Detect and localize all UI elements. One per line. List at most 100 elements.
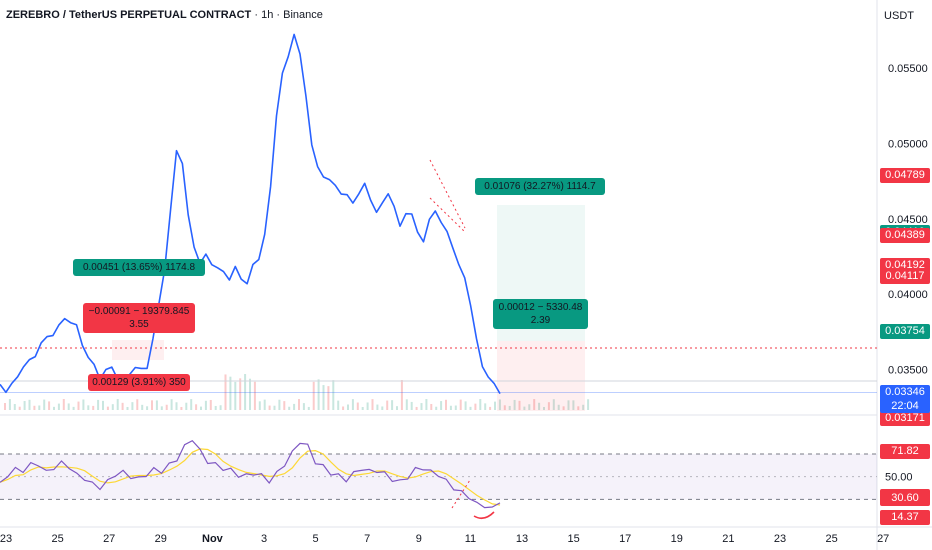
volume-bar [396,406,398,410]
price-tag: 0.04389 [880,227,930,243]
volume-bar [533,399,536,410]
volume-bar [498,399,501,410]
volume-bar [82,399,85,410]
volume-bar [185,402,188,410]
volume-bar [283,401,286,410]
position-label-text: 0.01076 (32.27%) 1114.7 [484,181,596,192]
position-label[interactable]: 0.00012 − 5330.48 2.39 [493,299,588,329]
volume-bar [43,399,46,410]
position-label[interactable]: 0.00129 (3.91%) 350 [88,374,190,391]
volume-bar [332,380,335,410]
rsi-trend-dotted [451,479,471,509]
volume-bar [577,406,580,410]
volume-bar [342,406,345,410]
volume-bar [557,404,560,410]
position-label-text: 0.00129 (3.91%) 350 [92,377,186,388]
position-label-text: −0.00091 − 19379.845 [88,306,190,317]
volume-bar [494,401,496,410]
price-tick-label: 0.04500 [888,214,928,226]
price-tag: 0.04192 [880,257,930,273]
rsi-tag: 14.37 [880,509,930,525]
rsi-tag: 71.82 [880,444,930,460]
volume-bar [72,406,75,410]
rsi-line [0,439,501,509]
volume-bar [351,399,354,410]
volume-bar [48,401,51,410]
volume-bar [111,404,114,410]
volume-bar [459,399,462,410]
volume-bar [386,400,389,410]
exchange-label: Binance [283,9,323,21]
volume-bar [141,404,144,410]
volume-bar [180,406,183,410]
volume-bar [371,399,374,410]
position-label-text: 0.00451 (13.65%) 1174.8 [82,262,196,273]
rsi-divergence-arc [473,511,495,520]
stop-zone [497,341,585,411]
current-price-tag-value: 0.03346 [885,385,925,398]
interval-label[interactable]: 1h [261,9,274,21]
volume-bar [190,399,193,410]
volume-bar [106,406,109,410]
stop-zone-left [112,340,164,360]
volume-bar [87,405,90,410]
separator-1: · [254,9,259,21]
volume-bar [102,400,104,410]
volume-bar [538,402,541,410]
volume-bar [224,374,227,410]
volume-bar [562,406,565,410]
volume-bar [239,378,242,410]
volume-bar [234,381,237,410]
volume-bar [126,406,129,410]
volume-bar [337,400,340,410]
volume-bar [435,406,438,410]
time-tick-label: 19 [671,533,683,545]
volume-bar [209,399,212,410]
time-tick-label: 27 [877,533,889,545]
time-tick-label: 15 [567,533,579,545]
price-line [0,33,501,395]
volume-bar [116,399,119,410]
volume-bar [200,406,202,410]
volume-bar [195,404,198,410]
volume-bar [13,404,16,410]
volume-bar [4,403,6,410]
volume-bar [410,401,413,410]
volume-bar [151,400,153,410]
volume-bar [503,405,506,410]
volume-bar [587,399,590,410]
price-tick-label: 0.03500 [888,364,928,376]
time-tick-label: 5 [313,533,319,545]
trendline-lower [429,197,466,233]
volume-bar [67,403,70,410]
volume-bar [244,374,247,410]
rsi-tick-label: 50.00 [885,472,913,484]
position-label[interactable]: 0.00451 (13.65%) 1174.8 [73,259,205,276]
volume-bar [23,401,26,410]
volume-bar [229,376,232,410]
chart-header: ZEREBRO / TetherUS PERPETUAL CONTRACT · … [6,9,323,21]
volume-bar [582,404,585,410]
volume-bar [298,399,300,410]
volume-bar [523,406,526,410]
position-label-ratio: 3.55 [129,319,149,330]
volume-bar [18,406,21,410]
volume-bar [57,403,60,410]
volume-bar [322,385,325,410]
time-tick-label: 25 [51,533,63,545]
time-tick-label: 23 [0,533,12,545]
volume-bar [253,381,256,410]
volume-bar [469,406,472,410]
volume-bar [405,399,408,410]
time-tick-label: 29 [155,533,167,545]
currency-unit[interactable]: USDT [884,10,914,22]
time-tick-label: 7 [364,533,370,545]
price-tick-label: 0.04000 [888,289,928,301]
volume-bar [214,405,217,410]
time-tick-label: 23 [774,533,786,545]
position-label[interactable]: −0.00091 − 19379.845 3.55 [83,303,195,333]
volume-bar [8,399,11,410]
volume-bar [474,403,477,410]
position-label[interactable]: 0.01076 (32.27%) 1114.7 [475,178,605,195]
